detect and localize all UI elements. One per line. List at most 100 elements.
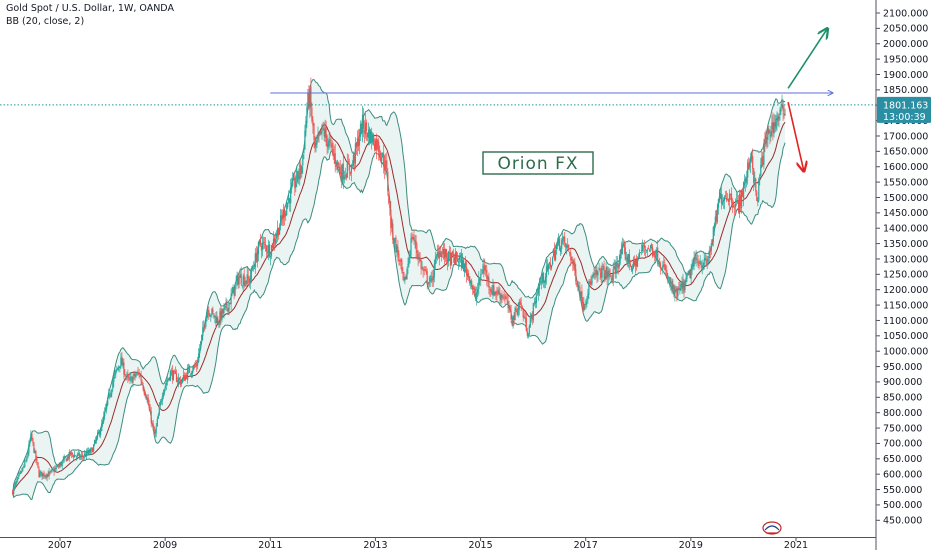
candle <box>180 379 183 387</box>
candle <box>104 407 106 420</box>
candle <box>691 259 693 275</box>
candle <box>403 271 405 282</box>
candle <box>427 282 429 287</box>
candle <box>595 266 597 279</box>
y-tick-label: 1200.000 <box>883 285 928 296</box>
candle <box>99 430 101 438</box>
candle <box>289 197 291 212</box>
indicator-legend[interactable]: BB (20, close, 2) <box>6 16 85 27</box>
candle <box>292 171 294 187</box>
candle <box>718 189 720 204</box>
candle <box>441 247 443 258</box>
y-tick-label: 800.000 <box>883 408 922 419</box>
candle <box>752 148 754 175</box>
candle <box>610 274 612 283</box>
candle <box>706 255 708 270</box>
candle <box>420 258 422 275</box>
candle <box>291 177 293 194</box>
candle <box>563 235 565 246</box>
candle <box>721 194 723 206</box>
candle <box>464 263 466 277</box>
candle <box>740 189 742 212</box>
projection-down-arrow-icon[interactable] <box>787 101 804 171</box>
candle <box>22 466 24 472</box>
candle <box>759 173 761 186</box>
candle <box>246 267 248 286</box>
candle <box>140 370 142 385</box>
candle <box>312 116 314 134</box>
candle <box>648 245 650 250</box>
y-tick-label: 1400.000 <box>883 224 928 235</box>
candle <box>330 137 332 152</box>
candle <box>159 399 161 410</box>
candle <box>407 257 409 275</box>
candle <box>698 259 700 270</box>
candle <box>92 447 94 453</box>
candle <box>21 467 23 474</box>
candle <box>704 253 706 261</box>
candle <box>484 258 486 275</box>
candle <box>157 412 159 419</box>
y-tick-label: 1100.000 <box>883 316 928 327</box>
candle <box>445 248 447 265</box>
candle <box>771 115 773 137</box>
candle <box>55 465 57 471</box>
candle <box>309 85 311 118</box>
candle <box>642 242 645 253</box>
candle <box>514 306 516 321</box>
candle <box>265 244 267 259</box>
candle <box>535 288 537 308</box>
candle <box>170 367 172 376</box>
candle <box>217 315 219 326</box>
candle <box>153 425 155 435</box>
candle <box>777 112 779 126</box>
candle <box>348 158 350 180</box>
candle <box>656 246 658 259</box>
y-tick-label: 750.000 <box>883 423 922 434</box>
candle <box>465 256 467 273</box>
candle <box>124 369 126 377</box>
candle <box>282 209 284 226</box>
candle <box>690 263 692 284</box>
candle <box>623 240 625 255</box>
candle <box>575 263 577 285</box>
candle <box>730 187 733 208</box>
y-tick-label: 1000.000 <box>883 347 928 358</box>
x-tick-label: 2015 <box>468 540 492 550</box>
candle <box>314 135 316 153</box>
y-tick-label: 1250.000 <box>883 270 928 281</box>
candle <box>245 280 247 287</box>
candle <box>269 252 272 266</box>
candle <box>337 161 339 171</box>
projection-up-arrow-icon[interactable] <box>787 28 827 89</box>
candle <box>463 258 465 272</box>
candle <box>241 284 243 289</box>
candle <box>673 283 675 298</box>
candle <box>301 165 303 178</box>
candle <box>158 402 160 417</box>
candle <box>211 307 213 318</box>
candle <box>528 324 530 336</box>
candle <box>624 242 626 261</box>
candle <box>402 267 404 281</box>
candle <box>68 449 70 462</box>
candle <box>184 372 186 381</box>
candle <box>666 265 668 279</box>
candle <box>607 266 609 285</box>
candle <box>644 240 646 256</box>
candle <box>638 249 641 258</box>
candle <box>760 158 762 177</box>
candle <box>513 312 515 326</box>
y-tick-label: 1650.000 <box>883 147 928 158</box>
candle <box>249 271 251 290</box>
candle <box>694 252 696 264</box>
candle <box>585 299 587 310</box>
candle <box>670 277 672 291</box>
candle <box>414 234 416 249</box>
candle <box>578 281 580 288</box>
candle <box>410 233 412 257</box>
candle <box>328 131 330 150</box>
candle <box>24 459 26 469</box>
candle <box>19 471 21 476</box>
